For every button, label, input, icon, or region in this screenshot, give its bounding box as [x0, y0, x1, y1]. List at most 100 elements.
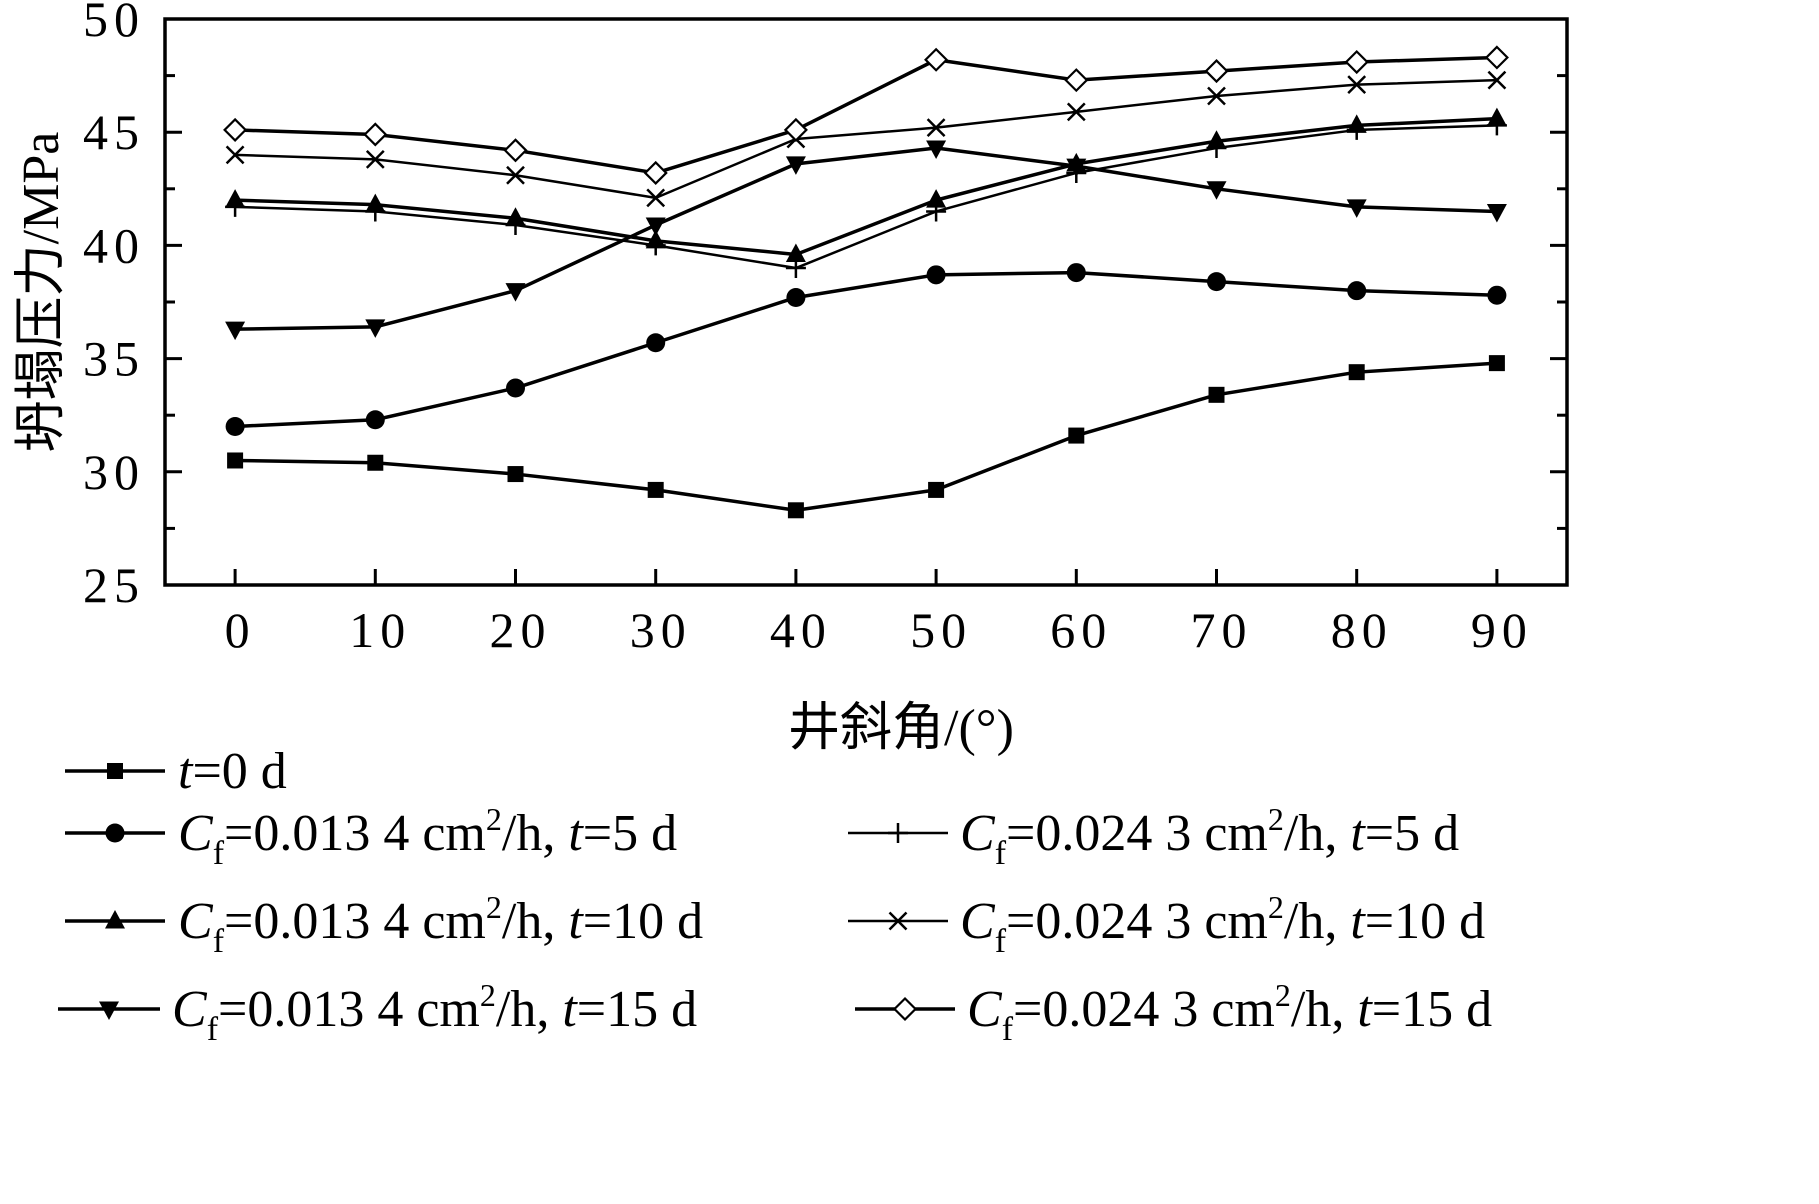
marker-triangle-down: [785, 156, 806, 175]
legend-entry-7: Cf=0.024 3 cm2/h, t=15 d: [855, 977, 1492, 1048]
marker-diamond: [1204, 59, 1229, 84]
plot-series: [223, 45, 1509, 519]
marker-circle: [1066, 263, 1086, 283]
x-tick-label: 0: [225, 602, 256, 658]
marker-triangle-down: [365, 319, 386, 338]
marker-diamond: [1064, 68, 1089, 93]
series-5: [225, 115, 1507, 279]
x-tick-label: 70: [1191, 602, 1253, 658]
marker-circle: [646, 333, 666, 353]
marker-x: [646, 188, 666, 208]
marker-diamond: [223, 117, 248, 142]
marker-square: [507, 466, 524, 483]
y-tick-label: 35: [83, 331, 145, 387]
marker-square: [367, 454, 384, 471]
marker-plus: [785, 258, 806, 279]
marker-square: [928, 481, 945, 498]
marker-diamond: [643, 160, 668, 186]
series-line: [235, 124, 1497, 270]
marker-diamond: [1484, 45, 1509, 70]
marker-x: [888, 911, 908, 931]
legend-label: Cf=0.024 3 cm2/h, t=10 d: [960, 889, 1485, 960]
marker-plus: [888, 823, 908, 843]
marker-square: [1488, 355, 1505, 372]
x-tick-label: 20: [490, 602, 552, 658]
legend-label: Cf=0.013 4 cm2/h, t=10 d: [178, 889, 703, 960]
y-tick-label: 30: [83, 444, 145, 500]
x-axis-title: 井斜角/(°): [788, 700, 1014, 757]
marker-plus: [1346, 119, 1367, 140]
x-tick-label: 30: [630, 602, 692, 658]
marker-plus: [1206, 138, 1227, 159]
marker-plus: [225, 196, 246, 217]
marker-plus: [1486, 115, 1507, 136]
marker-plus: [505, 215, 526, 236]
marker-circle: [1207, 272, 1226, 292]
marker-x: [1066, 102, 1086, 122]
marker-plus: [1066, 162, 1087, 183]
series-line: [235, 146, 1497, 331]
marker-x: [506, 165, 525, 185]
y-tick-label: 25: [83, 557, 145, 613]
marker-x: [1207, 86, 1226, 106]
axis-ticks: [165, 17, 1567, 587]
marker-x: [1487, 70, 1507, 90]
marker-diamond: [1344, 49, 1369, 75]
marker-triangle-down: [1206, 181, 1227, 200]
marker-triangle-up: [105, 910, 125, 929]
y-tick-label: 45: [83, 104, 145, 160]
marker-triangle-down: [926, 140, 947, 160]
series-2: [225, 263, 1507, 437]
marker-square: [787, 502, 804, 519]
series-line: [235, 55, 1497, 175]
series-1: [227, 355, 1505, 519]
marker-circle: [225, 417, 245, 437]
marker-x: [1347, 75, 1367, 95]
marker-circle: [506, 378, 525, 398]
marker-square: [107, 763, 123, 779]
x-tick-label: 10: [349, 602, 411, 658]
legend-label: Cf=0.024 3 cm2/h, t=5 d: [960, 801, 1459, 872]
legend-label: Cf=0.024 3 cm2/h, t=15 d: [967, 977, 1492, 1048]
marker-square: [1208, 386, 1225, 403]
marker-triangle-down: [1346, 199, 1367, 218]
marker-square: [1348, 364, 1365, 381]
marker-circle: [926, 265, 946, 285]
marker-diamond: [924, 47, 949, 72]
marker-triangle-down: [225, 321, 246, 341]
marker-diamond: [503, 138, 528, 163]
legend-entry-1: t=0 d: [65, 743, 287, 800]
marker-triangle-up: [785, 243, 806, 262]
marker-triangle-down: [99, 1001, 119, 1020]
legend-entry-3: Cf=0.013 4 cm2/h, t=10 d: [65, 889, 703, 960]
x-tick-label: 40: [770, 602, 832, 658]
x-tick-label: 80: [1331, 602, 1393, 658]
series-line: [235, 78, 1497, 200]
marker-diamond: [363, 122, 388, 147]
y-axis-title: 坍塌压力/MPa: [13, 132, 70, 453]
marker-triangle-down: [505, 283, 526, 302]
legend-label: t=0 d: [178, 743, 287, 800]
marker-x: [225, 145, 245, 165]
y-tick-label: 40: [83, 217, 145, 273]
marker-plus: [365, 201, 386, 222]
legend-entry-5: Cf=0.024 3 cm2/h, t=5 d: [848, 801, 1459, 872]
marker-square: [227, 452, 244, 469]
marker-square: [1068, 427, 1085, 444]
tick-labels: 0 10 20 30 40 50 60 70 80 90 25 30 35 40 45 50: [83, 0, 1527, 658]
marker-circle: [105, 823, 125, 843]
legend-label: Cf=0.013 4 cm2/h, t=15 d: [172, 977, 697, 1048]
y-tick-label: 50: [83, 0, 145, 47]
series-4: [225, 140, 1507, 341]
marker-x: [926, 118, 946, 138]
series-line: [235, 361, 1498, 513]
marker-diamond: [783, 117, 808, 142]
series-line: [235, 270, 1497, 429]
marker-triangle-down: [1486, 203, 1507, 223]
legend-entry-2: Cf=0.013 4 cm2/h, t=5 d: [65, 801, 677, 872]
marker-triangle-down: [645, 217, 666, 237]
marker-diamond: [892, 996, 918, 1022]
legend-label: Cf=0.013 4 cm2/h, t=5 d: [178, 801, 677, 872]
marker-circle: [786, 287, 806, 307]
